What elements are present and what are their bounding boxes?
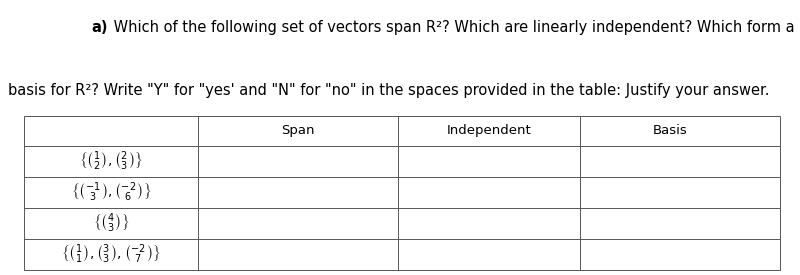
Text: Independent: Independent xyxy=(446,124,531,138)
Text: Basis: Basis xyxy=(653,124,688,138)
Text: Span: Span xyxy=(282,124,315,138)
Text: a): a) xyxy=(91,20,108,35)
Text: $\left\{\binom{1}{2},\binom{2}{3}\right\}$: $\left\{\binom{1}{2},\binom{2}{3}\right\… xyxy=(79,150,143,174)
Text: Which of the following set of vectors span R²? Which are linearly independent? W: Which of the following set of vectors sp… xyxy=(109,20,794,35)
Text: basis for R²? Write "Y" for "yes' and "N" for "no" in the spaces provided in the: basis for R²? Write "Y" for "yes' and "N… xyxy=(8,82,770,98)
Text: $\left\{\binom{-1}{3},\binom{-2}{6}\right\}$: $\left\{\binom{-1}{3},\binom{-2}{6}\righ… xyxy=(70,181,151,204)
Text: $\left\{\binom{1}{1},\binom{3}{3},\binom{-2}{7}\right\}$: $\left\{\binom{1}{1},\binom{3}{3},\binom… xyxy=(61,242,161,266)
Text: $\left\{\binom{4}{3}\right\}$: $\left\{\binom{4}{3}\right\}$ xyxy=(93,211,130,235)
